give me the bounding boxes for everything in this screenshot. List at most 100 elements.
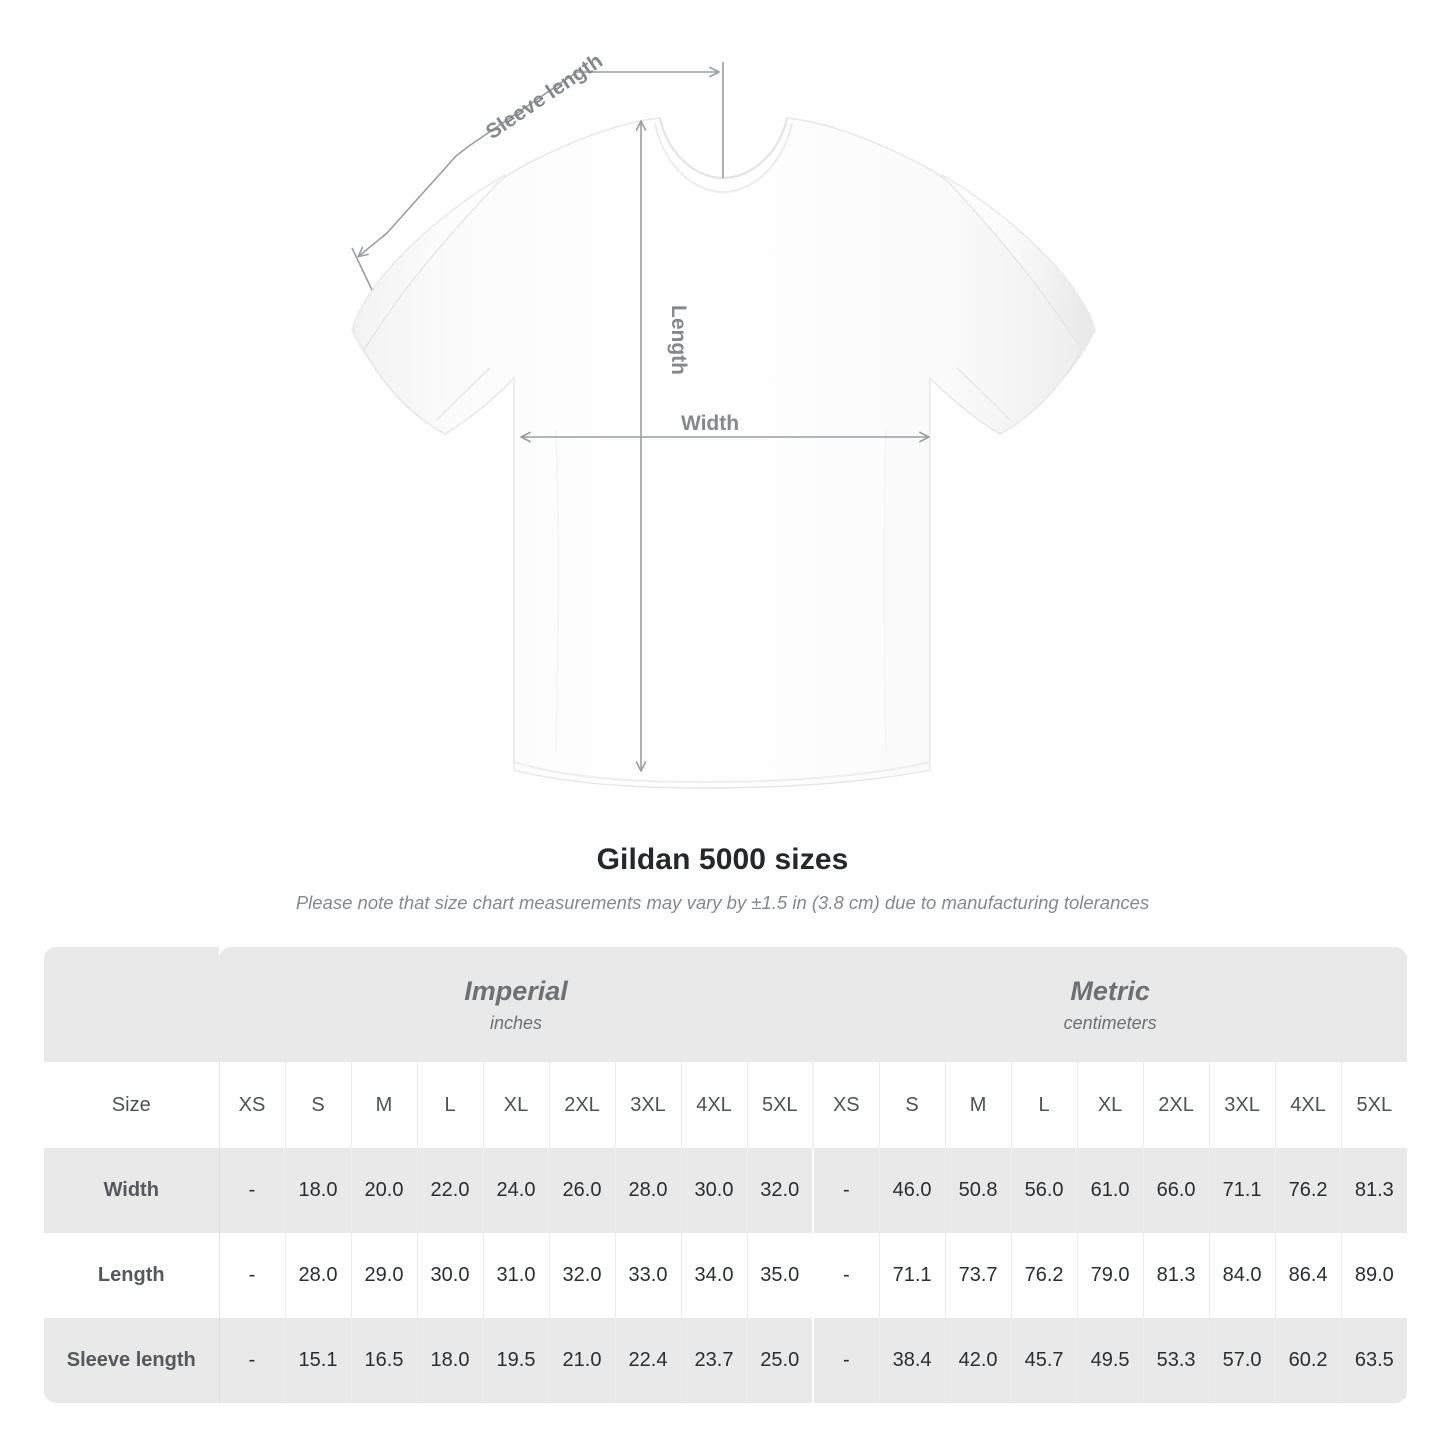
- row-label-width: Width: [44, 1148, 220, 1233]
- cell-imperial: 22.4: [615, 1318, 682, 1403]
- sleeve-end-tick: [351, 247, 373, 291]
- cell-imperial: 24.0: [483, 1148, 550, 1233]
- cell-imperial: 20.0: [351, 1148, 418, 1233]
- header-size-imperial-m: M: [351, 1062, 418, 1148]
- cell-imperial: 30.0: [417, 1233, 484, 1318]
- cell-metric: 81.3: [1143, 1233, 1210, 1318]
- shirt-body: [363, 117, 1082, 789]
- header-size-metric-4xl: 4XL: [1275, 1062, 1342, 1148]
- header-size-metric-l: L: [1011, 1062, 1078, 1148]
- row-label-length: Length: [44, 1233, 220, 1318]
- cell-imperial: 16.5: [351, 1318, 418, 1403]
- cell-metric: 60.2: [1275, 1318, 1342, 1403]
- header-size-metric-s: S: [879, 1062, 946, 1148]
- header-size-imperial-xs: XS: [219, 1062, 286, 1148]
- cell-metric: 66.0: [1143, 1148, 1210, 1233]
- cell-metric: 73.7: [945, 1233, 1012, 1318]
- cell-imperial: 25.0: [747, 1318, 815, 1403]
- header-size-imperial-5xl: 5XL: [747, 1062, 815, 1148]
- length-measure: Length: [635, 120, 690, 772]
- cell-metric: -: [813, 1148, 880, 1233]
- cell-imperial: 29.0: [351, 1233, 418, 1318]
- tshirt-garment: [351, 117, 1096, 789]
- cell-metric: 81.3: [1341, 1148, 1408, 1233]
- cell-metric: 89.0: [1341, 1233, 1408, 1318]
- header-size-metric-xs: XS: [813, 1062, 880, 1148]
- cell-metric: 71.1: [1209, 1148, 1276, 1233]
- width-measure: Width: [520, 412, 930, 443]
- cell-metric: 86.4: [1275, 1233, 1342, 1318]
- cell-metric: 42.0: [945, 1318, 1012, 1403]
- cell-imperial: 18.0: [285, 1148, 352, 1233]
- cell-metric: 45.7: [1011, 1318, 1078, 1403]
- unit-name-metric: Metric: [1070, 975, 1150, 1006]
- cell-imperial: 21.0: [549, 1318, 616, 1403]
- header-size-metric-3xl: 3XL: [1209, 1062, 1276, 1148]
- left-sleeve-hem: [436, 367, 491, 421]
- cell-metric: 57.0: [1209, 1318, 1276, 1403]
- sleeve-diagonal-arrow: [357, 71, 578, 258]
- header-size-metric-m: M: [945, 1062, 1012, 1148]
- cell-imperial: 22.0: [417, 1148, 484, 1233]
- cell-metric: 79.0: [1077, 1233, 1144, 1318]
- cell-metric: 84.0: [1209, 1233, 1276, 1318]
- unit-sub-metric: centimeters: [1063, 1012, 1157, 1033]
- cell-imperial: 18.0: [417, 1318, 484, 1403]
- header-size-imperial-4xl: 4XL: [681, 1062, 748, 1148]
- size-table-wrapper: Imperial inches Metric centimeters Size XS S M L…: [44, 947, 1408, 1403]
- tolerance-note: Please note that size chart measurements…: [295, 892, 1150, 913]
- cell-imperial: -: [219, 1233, 286, 1318]
- fold-left: [555, 429, 560, 753]
- size-table: Imperial inches Metric centimeters Size XS S M L…: [44, 947, 1408, 1403]
- header-size-imperial-3xl: 3XL: [615, 1062, 682, 1148]
- cell-imperial: 15.1: [285, 1318, 352, 1403]
- table-row: Length -28.0 29.0 30.0 31.0 32.0 33.0 34.0 35.0-…: [44, 1233, 1408, 1318]
- header-size-label: Size: [44, 1062, 220, 1148]
- row-label-sleeve-length: Sleeve length: [44, 1318, 220, 1403]
- cell-metric: -: [813, 1233, 880, 1318]
- cell-metric: 49.5: [1077, 1318, 1144, 1403]
- cell-metric: 76.2: [1275, 1148, 1342, 1233]
- cell-metric: 61.0: [1077, 1148, 1144, 1233]
- tshirt-diagram: Sleeve length Length Width: [351, 49, 1096, 789]
- header-size-metric-2xl: 2XL: [1143, 1062, 1210, 1148]
- header-size-imperial-l: L: [417, 1062, 484, 1148]
- cell-imperial: 23.7: [681, 1318, 748, 1403]
- fold-right: [883, 429, 887, 753]
- width-label: Width: [681, 412, 739, 435]
- cell-imperial: -: [219, 1148, 286, 1233]
- cell-metric: 56.0: [1011, 1148, 1078, 1233]
- sleeve-length-label: Sleeve length: [482, 49, 607, 144]
- cell-metric: 71.1: [879, 1233, 946, 1318]
- unit-banner-row: Imperial inches Metric centimeters: [44, 947, 1408, 1062]
- cell-imperial: -: [219, 1318, 286, 1403]
- cell-metric: 46.0: [879, 1148, 946, 1233]
- cell-metric: 38.4: [879, 1318, 946, 1403]
- cell-imperial: 28.0: [615, 1148, 682, 1233]
- unit-sub-imperial: inches: [490, 1012, 543, 1033]
- unit-banner-imperial: Imperial inches: [219, 947, 814, 1062]
- cell-metric: 53.3: [1143, 1318, 1210, 1403]
- header-size-imperial-s: S: [285, 1062, 352, 1148]
- cell-imperial: 33.0: [615, 1233, 682, 1318]
- cell-imperial: 32.0: [747, 1148, 815, 1233]
- cell-imperial: 32.0: [549, 1233, 616, 1318]
- size-header-row: Size XS S M L XL 2XL 3XL 4XL 5XL XS S M L XL 2XL 3XL 4XL 5…: [44, 1062, 1408, 1148]
- cell-metric: 50.8: [945, 1148, 1012, 1233]
- cell-imperial: 19.5: [483, 1318, 550, 1403]
- collar-band: [654, 122, 793, 194]
- header-size-imperial-xl: XL: [483, 1062, 550, 1148]
- cell-imperial: 34.0: [681, 1233, 748, 1318]
- cell-metric: 76.2: [1011, 1233, 1078, 1318]
- cell-imperial: 31.0: [483, 1233, 550, 1318]
- length-label: Length: [667, 305, 690, 375]
- table-row: Width -18.0 20.0 22.0 24.0 26.0 28.0 30.0 32.0-4…: [44, 1148, 1408, 1233]
- header-size-metric-5xl: 5XL: [1341, 1062, 1408, 1148]
- cell-metric: 63.5: [1341, 1318, 1408, 1403]
- unit-name-imperial: Imperial: [464, 975, 568, 1006]
- header-size-metric-xl: XL: [1077, 1062, 1144, 1148]
- bottom-hem: [513, 760, 931, 784]
- table-row: Sleeve length -15.1 16.5 18.0 19.5 21.0 22.4 23…: [44, 1318, 1408, 1403]
- chart-header: Gildan 5000 sizes Please note that size …: [0, 840, 1445, 916]
- right-sleeve-hem: [956, 367, 1011, 421]
